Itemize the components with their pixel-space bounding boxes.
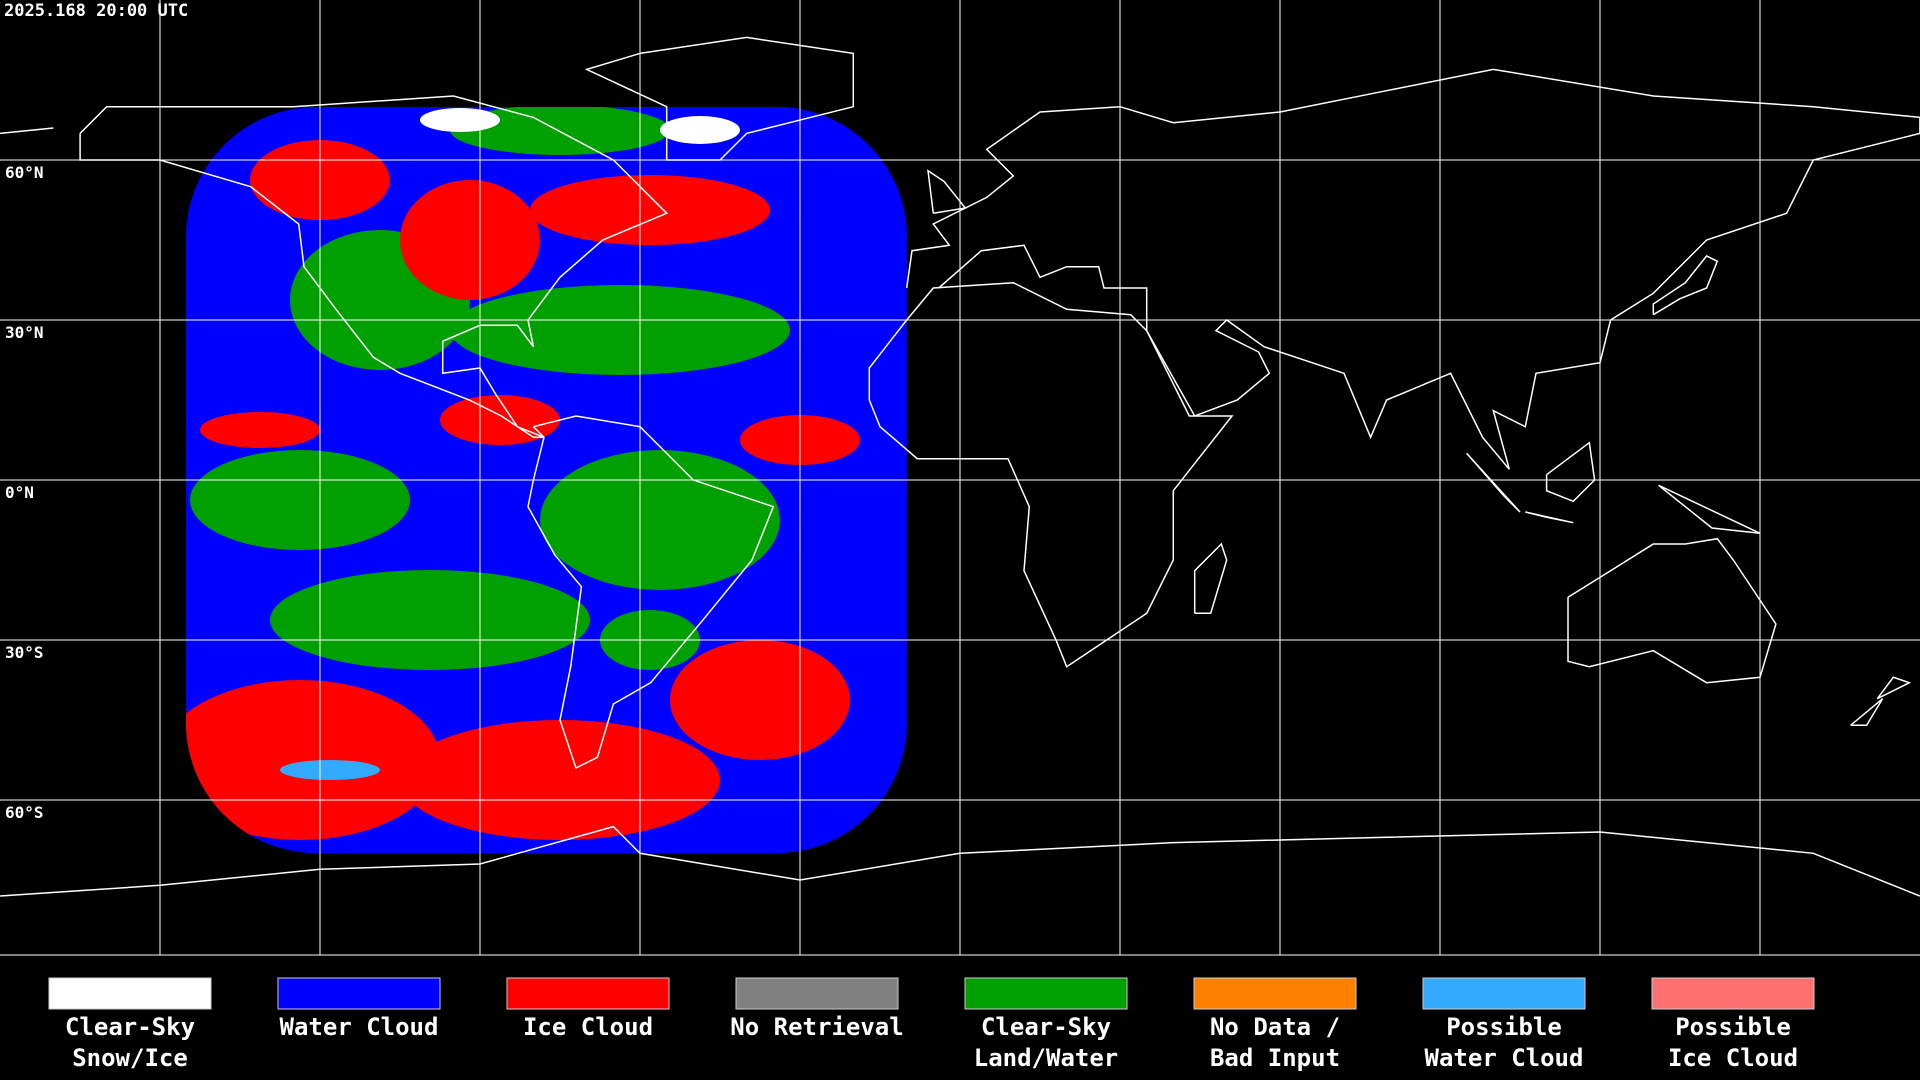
- latitude-label: 60°S: [5, 803, 44, 822]
- coastline: [1525, 511, 1574, 524]
- coastline: [1193, 542, 1228, 615]
- latitude-label: 60°N: [5, 163, 44, 182]
- coastline: [1876, 676, 1912, 700]
- legend-label: Clear-Sky: [65, 1013, 195, 1041]
- graticule: [0, 0, 1920, 956]
- coastline: [0, 127, 54, 135]
- legend-swatch: [735, 977, 899, 1010]
- coastline: [905, 68, 1920, 470]
- legend-swatch: [964, 977, 1128, 1010]
- latitude-label: 30°S: [5, 643, 44, 662]
- legend-label: Snow/Ice: [72, 1044, 188, 1072]
- legend-label: Ice Cloud: [1668, 1044, 1798, 1072]
- legend-label: Water Cloud: [1425, 1044, 1584, 1072]
- legend-swatch: [506, 977, 670, 1010]
- coastline: [584, 36, 855, 161]
- coastline: [1652, 255, 1719, 316]
- legend-label: No Data /: [1210, 1013, 1340, 1041]
- coastline: [1466, 452, 1521, 513]
- legend-label: Clear-Sky: [981, 1013, 1111, 1041]
- legend-swatch: [48, 977, 212, 1010]
- legend-swatch: [277, 977, 441, 1010]
- legend-label: No Retrieval: [730, 1013, 903, 1041]
- legend-label: Possible: [1446, 1013, 1562, 1041]
- coastline: [1545, 441, 1596, 503]
- coastlines: [0, 36, 1920, 897]
- legend-label: Land/Water: [974, 1044, 1119, 1072]
- coastline: [927, 169, 967, 215]
- coastline: [1658, 484, 1761, 535]
- timestamp: 2025.168 20:00 UTC: [4, 1, 188, 21]
- legend-swatch: [1422, 977, 1586, 1010]
- coastline: [0, 825, 1920, 897]
- coastline: [868, 281, 1234, 668]
- coastline: [1567, 537, 1777, 684]
- coastline: [1850, 698, 1884, 727]
- legend-label: Possible: [1675, 1013, 1791, 1041]
- legend-label: Bad Input: [1210, 1044, 1340, 1072]
- latitude-label: 0°N: [5, 483, 34, 502]
- legend: Clear-Sky Snow/Ice Water Cloud Ice Cloud No …: [48, 977, 1815, 1072]
- legend-label: Ice Cloud: [523, 1013, 653, 1041]
- latitude-label: 30°N: [5, 323, 44, 342]
- legend-swatch: [1651, 977, 1815, 1010]
- coastline: [79, 95, 669, 439]
- legend-label: Water Cloud: [280, 1013, 439, 1041]
- coastline: [527, 415, 775, 770]
- legend-swatch: [1193, 977, 1357, 1010]
